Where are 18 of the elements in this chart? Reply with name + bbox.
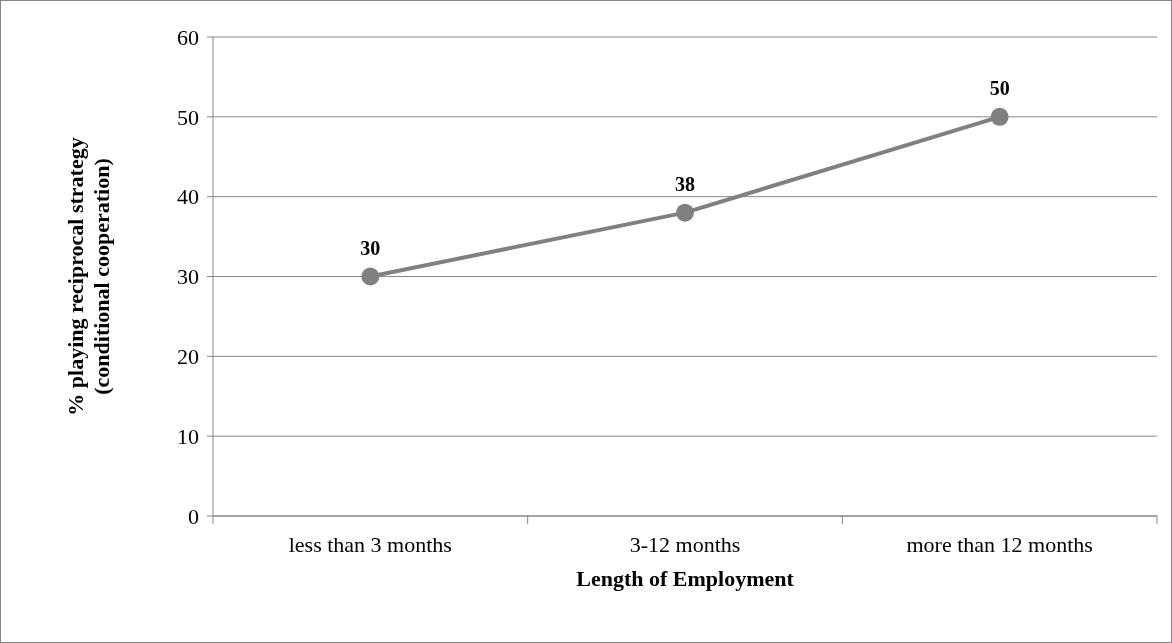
data-label: 38 [675,172,695,195]
y-tick-label: 60 [177,24,199,50]
x-tick-label: 3-12 months [629,532,741,557]
y-axis-title: % playing reciprocal strategy (conditional cooperation) [63,137,114,416]
data-label: 30 [360,236,381,259]
x-tick-label: less than 3 months [288,532,452,557]
x-tick-label: more than 12 months [906,532,1093,557]
point [676,203,694,222]
point [990,107,1009,126]
y-tick-label: 30 [177,264,199,290]
x-axis-title: Length of Employment [576,566,795,591]
y-tick-label: 50 [177,104,199,130]
y-tick-label: 0 [188,503,199,529]
data-label: 50 [989,76,1010,99]
y-tick-label: 10 [177,423,199,449]
point [361,267,380,286]
y-tick-label: 40 [177,184,199,210]
y-tick-label: 20 [177,344,199,370]
